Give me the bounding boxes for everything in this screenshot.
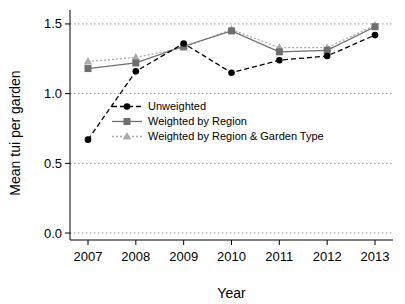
legend-marker [123,132,131,140]
x-tick [231,240,232,245]
x-tick-label: 2010 [217,249,246,264]
legend-label: Weighted by Region [148,115,247,127]
data-point [180,40,187,47]
legend-label: Weighted by Region & Garden Type [148,130,324,142]
y-tick [65,163,70,164]
data-point [324,53,331,60]
y-tick [65,93,70,94]
data-point [276,48,283,55]
series-line [88,25,375,61]
x-tick [375,240,376,245]
x-tick-label: 2009 [169,249,198,264]
y-axis [70,10,71,240]
x-tick [279,240,280,245]
legend-label: Unweighted [148,100,206,112]
x-tick [88,240,89,245]
x-axis-title: Year [217,285,246,301]
plot-area [84,21,379,143]
legend: Unweighted Weighted by Region Weighted by … [112,100,324,142]
y-axis-title: Mean tui per garden [7,70,23,195]
data-point [132,53,140,61]
y-tick-label: 1.5 [44,16,62,31]
grid-line [70,163,393,164]
y-tick-label: 0.0 [44,226,62,241]
y-tick [65,23,70,24]
x-tick [183,240,184,245]
x-tick [327,240,328,245]
data-point [372,23,379,30]
x-tick [135,240,136,245]
x-tick-label: 2012 [313,249,342,264]
y-tick-label: 0.5 [44,156,62,171]
grid-line [70,233,393,234]
series-line [88,35,375,140]
x-tick-label: 2011 [265,249,293,264]
data-point [84,57,92,65]
data-point [372,32,379,39]
y-tick-label: 1.0 [44,86,62,101]
x-tick-label: 2008 [121,249,150,264]
series-line [88,27,375,69]
x-tick-label: 2007 [74,249,103,264]
x-tick-label: 2013 [361,249,390,264]
data-point [85,65,92,72]
grid-line [70,93,393,94]
data-point [276,57,283,64]
chart-svg: 0.0 0.5 1.0 1.5 2007 2008 2009 2010 2011 2012 2013… [0,0,405,304]
legend-marker [124,103,131,110]
data-point [85,136,92,143]
chart-container: 0.0 0.5 1.0 1.5 2007 2008 2009 2010 2011 2012 2013… [0,0,405,304]
grid-line [70,23,393,24]
data-point [132,59,139,66]
data-point [228,69,235,76]
y-tick [65,233,70,234]
legend-marker [124,118,131,125]
data-point [133,68,140,75]
data-point [228,27,235,34]
